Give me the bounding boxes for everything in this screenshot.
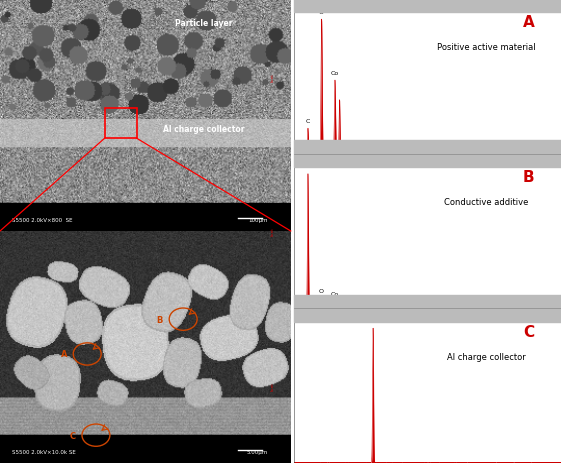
Text: 5.00μm: 5.00μm bbox=[246, 449, 268, 454]
Bar bbox=[293, 141, 561, 168]
Bar bbox=[105, 109, 137, 139]
Text: Positive active material: Positive active material bbox=[437, 43, 535, 52]
Text: B: B bbox=[157, 315, 163, 324]
Text: A: A bbox=[61, 350, 67, 359]
Text: Co: Co bbox=[331, 70, 339, 75]
Text: Conductive additive: Conductive additive bbox=[444, 198, 528, 206]
Text: C: C bbox=[523, 324, 535, 339]
Text: Al: Al bbox=[370, 319, 376, 324]
Bar bbox=[293, 0, 561, 13]
Bar bbox=[293, 295, 561, 322]
Text: B: B bbox=[523, 170, 535, 185]
Text: kcnt: kcnt bbox=[270, 73, 274, 81]
Text: 100μm: 100μm bbox=[248, 218, 268, 222]
Text: Al charge collector: Al charge collector bbox=[163, 125, 244, 134]
Text: C: C bbox=[70, 431, 76, 440]
Text: Co: Co bbox=[331, 291, 339, 296]
Text: Particle layer: Particle layer bbox=[175, 19, 232, 27]
Text: C: C bbox=[306, 119, 310, 124]
Text: kcnt: kcnt bbox=[270, 227, 274, 236]
Text: kcnt: kcnt bbox=[270, 382, 274, 390]
Text: A: A bbox=[523, 15, 535, 31]
Text: Al charge collector: Al charge collector bbox=[447, 352, 526, 361]
Text: O: O bbox=[319, 288, 324, 294]
Text: S5500 2.0kV×10.0k SE: S5500 2.0kV×10.0k SE bbox=[12, 449, 75, 454]
Text: O: O bbox=[319, 10, 324, 15]
Text: C: C bbox=[306, 164, 310, 169]
Text: S5500 2.0kV×800  SE: S5500 2.0kV×800 SE bbox=[12, 218, 72, 222]
